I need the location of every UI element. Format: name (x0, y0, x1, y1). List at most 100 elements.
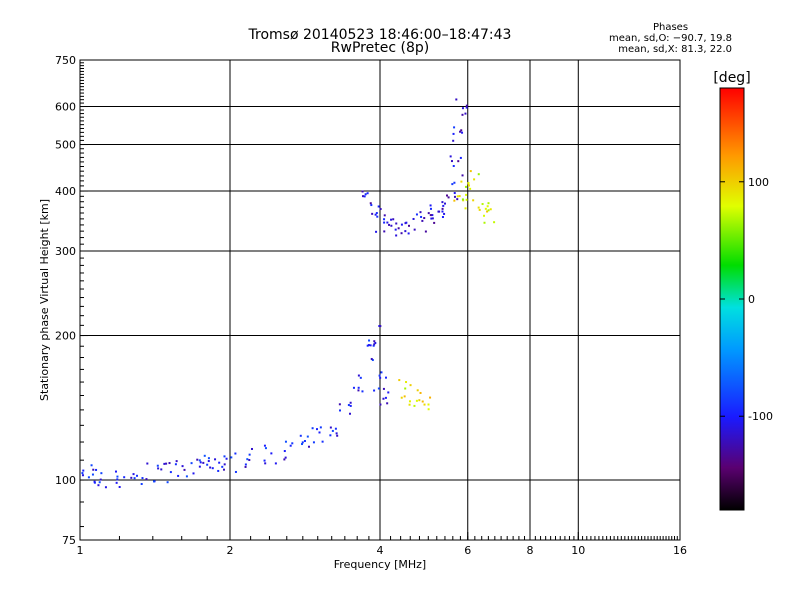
data-point (202, 461, 205, 464)
data-point (461, 174, 464, 177)
x-tick-label: 16 (673, 544, 687, 557)
data-point (357, 374, 360, 377)
data-point (369, 202, 372, 205)
data-point (400, 223, 403, 226)
data-point (375, 212, 378, 215)
data-point (166, 481, 169, 484)
data-point (433, 221, 436, 224)
data-point (380, 371, 383, 374)
data-point (413, 228, 416, 231)
data-point (460, 180, 463, 183)
data-point (165, 462, 168, 465)
data-point (376, 215, 379, 218)
data-point (329, 434, 332, 437)
data-point (218, 461, 221, 464)
data-point (469, 187, 472, 190)
data-point (481, 203, 484, 206)
data-point (104, 486, 107, 489)
data-point (457, 160, 460, 163)
data-point (100, 472, 103, 475)
data-point (453, 181, 456, 184)
data-point (387, 391, 390, 394)
data-point (384, 396, 387, 399)
data-point (421, 400, 424, 403)
data-point (477, 206, 480, 209)
data-point (319, 426, 322, 429)
data-point (419, 211, 422, 214)
data-point (382, 387, 385, 390)
data-point (181, 465, 184, 468)
x-axis-label: Frequency [MHz] (334, 558, 426, 571)
data-point (374, 213, 377, 216)
data-point (93, 481, 96, 484)
data-point (263, 444, 266, 447)
data-point (91, 473, 94, 476)
data-point (459, 130, 462, 133)
data-point (250, 447, 253, 450)
data-point (409, 384, 412, 387)
x-tick-label: 4 (377, 544, 384, 557)
data-point (392, 218, 395, 221)
data-point (373, 340, 376, 343)
data-point (334, 427, 337, 430)
data-point (460, 129, 463, 132)
data-point (404, 230, 407, 233)
data-point (423, 403, 426, 406)
data-point (163, 462, 166, 465)
data-point (397, 227, 400, 230)
data-point (363, 195, 366, 198)
data-point (443, 212, 446, 215)
data-point (132, 473, 135, 476)
data-point (452, 164, 455, 167)
data-point (368, 339, 371, 342)
data-point (359, 376, 362, 379)
data-point (146, 462, 149, 465)
data-point (453, 126, 456, 129)
data-point (383, 214, 386, 217)
data-point (234, 452, 237, 455)
data-point (214, 458, 217, 461)
phase-stats-heading: Phases (652, 22, 689, 33)
data-point (114, 470, 117, 473)
data-point (81, 474, 84, 477)
data-point (478, 208, 481, 211)
data-point (487, 209, 490, 212)
data-point (206, 463, 209, 466)
data-point (361, 195, 364, 198)
data-point (395, 234, 398, 237)
data-point (441, 201, 444, 204)
data-point (248, 459, 251, 462)
data-point (427, 408, 430, 411)
data-point (429, 214, 432, 217)
data-point (369, 344, 372, 347)
data-point (390, 224, 393, 227)
data-point (209, 466, 212, 469)
data-point (375, 230, 378, 233)
data-point (318, 431, 321, 434)
data-point (464, 112, 467, 115)
data-point (145, 478, 148, 481)
data-point (486, 210, 489, 213)
colorbar-tick-label: -100 (748, 410, 773, 423)
data-point (441, 210, 444, 213)
phase-stats-x: mean, sd,X: 81.3, 22.0 (618, 44, 732, 55)
data-point (366, 344, 369, 347)
data-point (464, 185, 467, 188)
x-tick-label: 10 (571, 544, 585, 557)
data-point (461, 131, 464, 134)
data-point (283, 450, 286, 453)
data-point (371, 359, 374, 362)
data-point (424, 230, 427, 233)
data-point (301, 441, 304, 444)
data-point (472, 199, 475, 202)
data-point (382, 397, 385, 400)
data-point (303, 439, 306, 442)
y-tick-label: 750 (55, 54, 76, 67)
data-point (431, 214, 434, 217)
y-tick-label: 300 (55, 245, 76, 258)
data-point (169, 471, 172, 474)
data-point (453, 199, 456, 202)
data-point (467, 182, 470, 185)
data-point (301, 443, 304, 446)
data-point (223, 463, 226, 466)
